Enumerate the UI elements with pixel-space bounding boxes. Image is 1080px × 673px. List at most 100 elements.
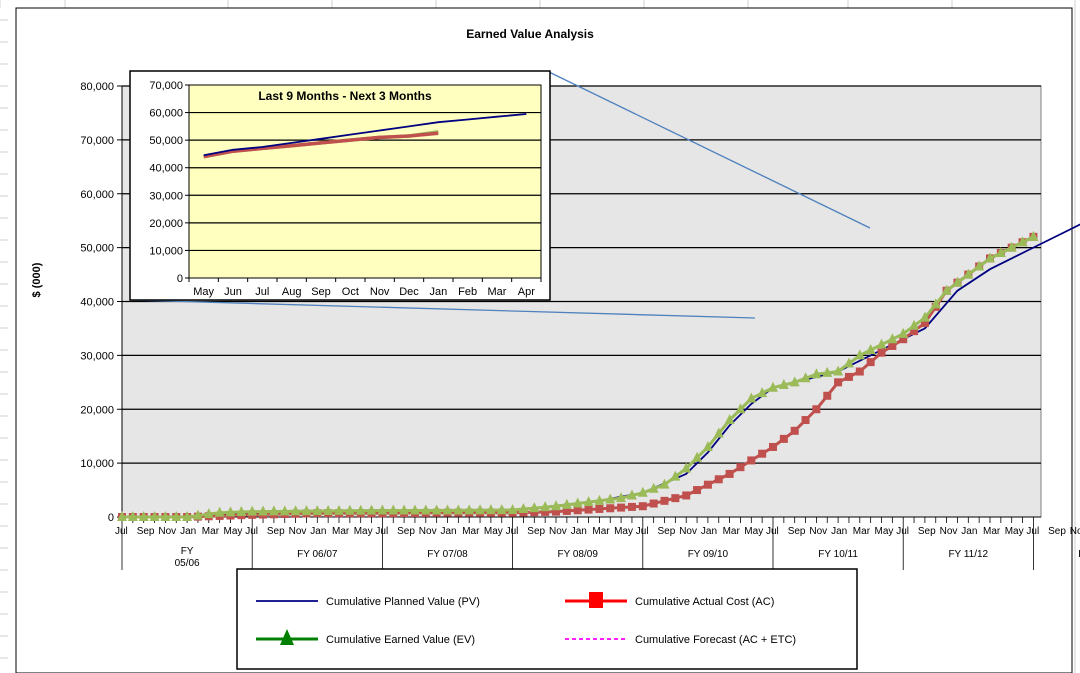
legend-item-cumulative-earned-value-ev: Cumulative Earned Value (EV) bbox=[256, 629, 475, 646]
ev-marker-66 bbox=[833, 365, 844, 376]
month-label-78: Jan bbox=[961, 526, 977, 537]
month-label-64: Nov bbox=[809, 526, 827, 537]
ev-marker-10 bbox=[225, 506, 236, 517]
month-label-76: Nov bbox=[940, 526, 958, 537]
month-label-4: Nov bbox=[158, 526, 176, 537]
legend-label-cumulative-forecast-ac-etc: Cumulative Forecast (AC + ETC) bbox=[635, 634, 796, 646]
ac-marker-72 bbox=[899, 335, 908, 344]
month-label-42: Jan bbox=[571, 526, 587, 537]
ev-marker-11 bbox=[236, 505, 247, 516]
ev-marker-21 bbox=[344, 504, 355, 515]
month-label-44: Mar bbox=[592, 526, 610, 537]
ac-marker-59 bbox=[758, 449, 767, 458]
month-label-70: May bbox=[875, 526, 894, 537]
ac-marker-63 bbox=[801, 416, 810, 425]
y-tick-label-7: 70,000 bbox=[80, 135, 114, 147]
month-label-84: Jul bbox=[1026, 526, 1039, 537]
ev-marker-59 bbox=[757, 387, 768, 398]
ev-marker-22 bbox=[355, 504, 366, 515]
inset-y-tick-label-5: 50,000 bbox=[149, 135, 183, 147]
y-tick-label-1: 10,000 bbox=[80, 458, 114, 470]
ev-marker-63 bbox=[800, 372, 811, 383]
ev-marker-83 bbox=[1017, 236, 1028, 247]
fy-label-3: FY 08/09 bbox=[557, 549, 598, 560]
inset-x-label-feb: Feb bbox=[458, 286, 477, 298]
ev-marker-2 bbox=[138, 511, 149, 521]
ev-marker-46 bbox=[616, 492, 627, 503]
ev-marker-45 bbox=[605, 493, 616, 504]
ac-marker-55 bbox=[714, 475, 723, 484]
legend-box bbox=[236, 568, 858, 670]
ev-marker-3 bbox=[149, 511, 160, 521]
ev-marker-75 bbox=[930, 298, 941, 309]
ev-marker-42 bbox=[572, 497, 583, 508]
inset-x-label-dec: Dec bbox=[399, 286, 419, 298]
ev-marker-13 bbox=[258, 505, 269, 516]
ev-marker-73 bbox=[909, 319, 920, 330]
month-label-82: May bbox=[1005, 526, 1024, 537]
fy-label-0-line2: 05/06 bbox=[175, 558, 200, 569]
ac-marker-44 bbox=[595, 504, 604, 513]
inset-connector-top bbox=[548, 71, 871, 229]
ac-marker-70 bbox=[877, 348, 886, 357]
ev-marker-9 bbox=[214, 506, 225, 517]
ac-marker-57 bbox=[736, 463, 745, 472]
y-tick-label-6: 60,000 bbox=[80, 189, 114, 201]
ev-marker-4 bbox=[160, 511, 171, 521]
month-label-34: May bbox=[484, 526, 503, 537]
ev-marker-40 bbox=[551, 500, 561, 511]
ac-marker-43 bbox=[584, 505, 593, 514]
inset-x-label-jan: Jan bbox=[429, 286, 447, 298]
ev-marker-49 bbox=[648, 482, 659, 493]
month-label-60: Jul bbox=[766, 526, 779, 537]
month-label-68: Mar bbox=[853, 526, 871, 537]
month-label-24: Jul bbox=[375, 526, 388, 537]
y-tick-label-2: 20,000 bbox=[80, 404, 114, 416]
ev-marker-69 bbox=[865, 343, 876, 354]
month-label-58: May bbox=[744, 526, 763, 537]
month-label-28: Nov bbox=[419, 526, 437, 537]
chart-title: Earned Value Analysis bbox=[466, 27, 594, 41]
ev-marker-8 bbox=[203, 508, 214, 519]
ac-marker-51 bbox=[671, 494, 680, 503]
fy-label-2: FY 07/08 bbox=[427, 549, 468, 560]
inset-title-bg bbox=[232, 87, 458, 104]
ac-marker-62 bbox=[790, 426, 799, 435]
ev-marker-23 bbox=[366, 504, 377, 515]
inset-x-label-jul: Jul bbox=[255, 286, 269, 298]
ev-marker-56 bbox=[724, 414, 735, 425]
ac-marker-68 bbox=[855, 367, 864, 376]
legend-square-marker bbox=[589, 592, 603, 608]
ac-marker-49 bbox=[649, 499, 658, 508]
y-tick-label-8: 80,000 bbox=[80, 81, 114, 93]
legend-item-cumulative-planned-value-pv: Cumulative Planned Value (PV) bbox=[256, 596, 480, 608]
ev-marker-71 bbox=[887, 333, 898, 344]
ev-marker-41 bbox=[561, 498, 572, 509]
fy-label-7: FY 12/13 bbox=[1078, 549, 1080, 560]
month-label-10: May bbox=[224, 526, 243, 537]
fy-label-0: FY bbox=[181, 546, 194, 557]
ev-marker-33 bbox=[475, 504, 486, 515]
inset-plot-area bbox=[188, 84, 542, 279]
inset-x-label-apr: Apr bbox=[518, 286, 535, 298]
ev-marker-28 bbox=[420, 504, 431, 515]
month-label-14: Sep bbox=[267, 526, 285, 537]
ev-marker-53 bbox=[692, 451, 703, 462]
ev-marker-39 bbox=[540, 501, 551, 512]
ev-marker-0 bbox=[117, 511, 127, 521]
ev-marker-35 bbox=[496, 504, 507, 515]
ac-marker-42 bbox=[573, 506, 582, 515]
y-tick-label-0: 0 bbox=[108, 512, 114, 524]
inset-x-label-aug: Aug bbox=[282, 286, 302, 298]
ac-marker-38 bbox=[530, 508, 539, 517]
ev-marker-25 bbox=[388, 504, 399, 515]
ev-marker-31 bbox=[453, 504, 464, 515]
ev-marker-26 bbox=[399, 504, 410, 515]
ev-marker-12 bbox=[247, 505, 258, 516]
ac-marker-71 bbox=[888, 341, 897, 350]
month-label-52: Nov bbox=[679, 526, 697, 537]
ev-marker-30 bbox=[442, 504, 453, 515]
ac-marker-74 bbox=[920, 319, 929, 328]
ev-marker-55 bbox=[713, 427, 724, 438]
